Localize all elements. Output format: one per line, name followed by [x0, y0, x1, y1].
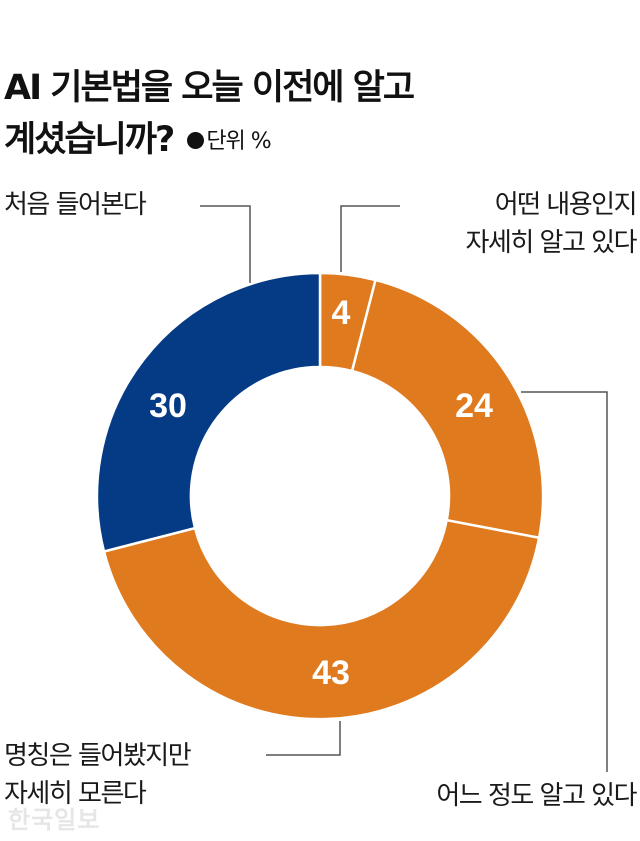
- value-label-heard-name: 43: [312, 654, 350, 692]
- slice-first-time: [95, 271, 322, 554]
- slice-heard-name: [102, 518, 541, 721]
- value-label-know-details: 4: [332, 294, 351, 332]
- label-know-details: 어떤 내용인지 자세히 알고 있다: [465, 190, 638, 258]
- unit-label: 단위 %: [187, 129, 272, 154]
- chart-title: AI 기본법을 오늘 이전에 알고 계셨습니까? 단위 %: [4, 62, 415, 168]
- label-heard-name: 명칭은 들어봤지만 자세히 모른다: [4, 741, 192, 809]
- leader-line-heard-name: [266, 721, 341, 756]
- value-label-know-somewhat: 24: [455, 387, 493, 425]
- label-know-somewhat: 어느 정도 알고 있다: [436, 781, 637, 811]
- leader-line-first-time: [200, 205, 251, 283]
- label-first-time: 처음 들어본다: [4, 190, 147, 220]
- bullet-icon: [187, 132, 205, 149]
- leader-line-know-somewhat: [521, 391, 608, 772]
- chart-title-line1: AI 기본법을 오늘 이전에 알고: [4, 68, 415, 108]
- slice-know-somewhat: [350, 278, 545, 540]
- leader-line-know-details: [340, 205, 400, 272]
- chart-title-line2: 계셨습니까? 단위 %: [4, 120, 272, 160]
- watermark-logo: 한국일보: [8, 806, 101, 834]
- value-label-first-time: 30: [149, 387, 187, 425]
